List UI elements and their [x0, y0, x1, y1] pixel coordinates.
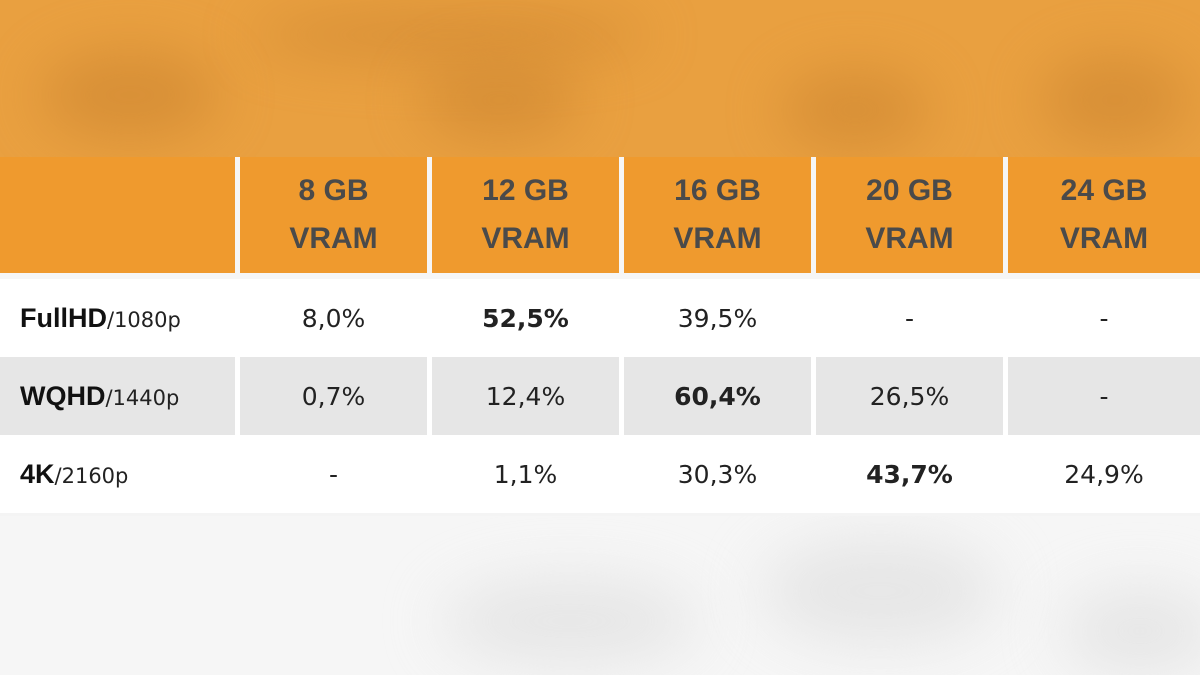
column-header-unit: VRAM — [289, 222, 378, 255]
blurred-header-image — [0, 0, 1200, 160]
table-row: FullHD/1080p 8,0% 52,5% 39,5% - - — [0, 279, 1200, 357]
table-cell: 52,5% — [432, 279, 624, 357]
table-cell: 30,3% — [624, 435, 816, 513]
table-cell: - — [1008, 357, 1200, 435]
column-header-unit: VRAM — [865, 222, 954, 255]
resolution-pixels: /1080p — [107, 307, 181, 332]
table-cell: 12,4% — [432, 357, 624, 435]
table-cell: 24,9% — [1008, 435, 1200, 513]
resolution-pixels: /1440p — [105, 385, 180, 410]
column-header-size: 20 GB — [866, 174, 953, 207]
table-cell: - — [816, 279, 1008, 357]
table-cell: 1,1% — [432, 435, 624, 513]
table-cell: 60,4% — [624, 357, 816, 435]
column-header: 8 GB VRAM — [240, 157, 432, 279]
table-cell: - — [240, 435, 432, 513]
table-cell: 43,7% — [816, 435, 1008, 513]
resolution-name: 4K — [20, 458, 55, 489]
column-header: 24 GB VRAM — [1008, 157, 1200, 279]
column-header-size: 16 GB — [674, 174, 761, 207]
row-label: 4K/2160p — [0, 435, 240, 513]
resolution-pixels: /2160p — [54, 463, 129, 488]
column-header-unit: VRAM — [673, 222, 762, 255]
blurred-background — [0, 516, 1200, 675]
table-header-row: 8 GB VRAM 12 GB VRAM 16 GB VRAM 20 GB VR… — [0, 157, 1200, 279]
column-header: 16 GB VRAM — [624, 157, 816, 279]
table-cell: 0,7% — [240, 357, 432, 435]
table-row: WQHD/1440p 0,7% 12,4% 60,4% 26,5% - — [0, 357, 1200, 435]
row-label: WQHD/1440p — [0, 357, 240, 435]
column-header-unit: VRAM — [481, 222, 570, 255]
header-corner-cell — [0, 157, 240, 279]
resolution-name: FullHD — [20, 302, 107, 333]
table-cell: 39,5% — [624, 279, 816, 357]
vram-distribution-table: 8 GB VRAM 12 GB VRAM 16 GB VRAM 20 GB VR… — [0, 157, 1200, 513]
column-header-size: 24 GB — [1060, 174, 1148, 207]
column-header-size: 12 GB — [482, 174, 569, 207]
column-header: 12 GB VRAM — [432, 157, 624, 279]
column-header-unit: VRAM — [1059, 222, 1149, 255]
column-header: 20 GB VRAM — [816, 157, 1008, 279]
row-label: FullHD/1080p — [0, 279, 240, 357]
table-cell: 8,0% — [240, 279, 432, 357]
table-cell: - — [1008, 279, 1200, 357]
resolution-name: WQHD — [20, 380, 106, 411]
table-row: 4K/2160p - 1,1% 30,3% 43,7% 24,9% — [0, 435, 1200, 513]
column-header-size: 8 GB — [298, 174, 369, 207]
table-cell: 26,5% — [816, 357, 1008, 435]
